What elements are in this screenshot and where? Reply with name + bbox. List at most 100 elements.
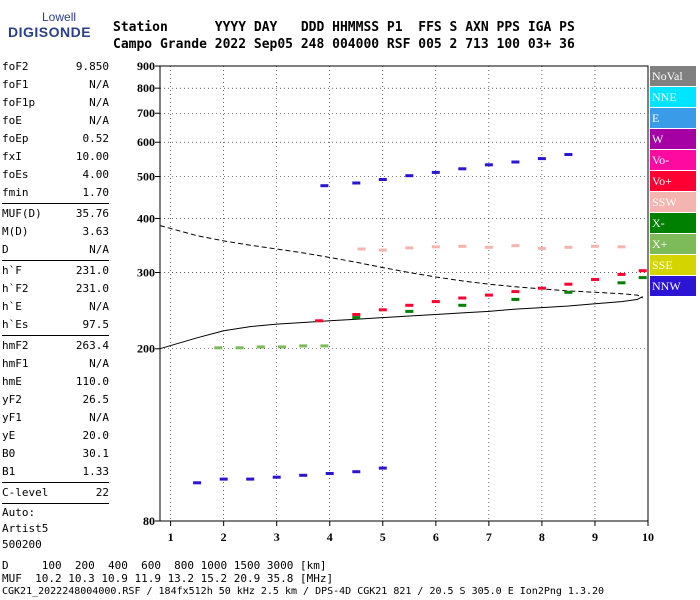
y-tick-label: 200	[137, 342, 155, 356]
footer-distance-row: D 100 200 400 600 800 1000 1500 3000 [km…	[2, 559, 327, 572]
parameter-value: 3.63	[82, 225, 110, 238]
header-line-1: Station YYYY DAY DDD HHMMSS P1 FFS S AXN…	[113, 20, 575, 35]
legend-item-nnw: NNW	[650, 276, 696, 296]
echo-point	[193, 481, 202, 485]
parameter-value: 97.5	[82, 318, 110, 331]
legend: NoVal NNE E W Vo- Vo+ SSW X- X+ SSE NNW	[650, 66, 696, 297]
parameter-value: 35.76	[75, 207, 109, 220]
parameter-name: foF2	[2, 60, 29, 73]
echo-point	[431, 300, 440, 304]
echo-trace	[214, 344, 329, 350]
echo-point	[458, 167, 467, 171]
parameter-row: foF1p N/A	[2, 94, 109, 112]
echo-point	[320, 344, 329, 348]
echo-trace	[357, 244, 626, 252]
parameter-name: C-level	[2, 486, 49, 499]
echo-point	[511, 297, 520, 301]
echo-point	[214, 346, 223, 350]
parameter-value: 231.0	[75, 264, 109, 277]
parameter-note: 500200	[2, 538, 42, 551]
echo-point	[315, 319, 324, 323]
x-tick-label: 1	[168, 530, 174, 544]
x-tick-label: 4	[327, 530, 333, 544]
echo-trace	[193, 466, 387, 485]
legend-item-x-: X+	[650, 234, 696, 254]
echo-point	[638, 276, 647, 280]
header-line-2: Campo Grande 2022 Sep05 248 004000 RSF 0…	[113, 37, 575, 52]
parameter-row: foE N/A	[2, 112, 109, 130]
parameter-value: 22	[95, 486, 109, 499]
echo-point	[352, 316, 361, 320]
parameter-name: hmF2	[2, 339, 29, 352]
echo-point	[378, 308, 387, 312]
parameter-name: foF1p	[2, 96, 36, 109]
legend-item-x-: X-	[650, 213, 696, 233]
echo-point	[511, 290, 520, 294]
parameter-value: 30.1	[82, 447, 110, 460]
echo-point	[378, 178, 387, 181]
y-tick-label: 800	[137, 81, 155, 95]
parameter-row: D N/A	[2, 241, 109, 259]
parameter-note: Auto:	[2, 506, 36, 519]
echo-point	[511, 244, 520, 248]
echo-point	[405, 303, 414, 307]
parameter-separator	[2, 260, 109, 261]
legend-item-w: W	[650, 129, 696, 149]
echo-point	[272, 475, 281, 479]
parameter-name: D	[2, 243, 9, 256]
echo-point	[591, 244, 599, 248]
echo-point	[564, 282, 573, 286]
parameter-name: foEp	[2, 132, 29, 145]
parameter-panel: foF2 9.850 foF1 N/A foF1p N/A foE N/A foEp 0.52 fx…	[2, 58, 109, 553]
parameter-row: M(D) 3.63	[2, 223, 109, 241]
parameter-row: fxI 10.00	[2, 148, 109, 166]
parameter-value: N/A	[89, 78, 109, 91]
parameter-value: N/A	[89, 96, 109, 109]
parameter-row: hmF1 N/A	[2, 355, 109, 373]
parameter-separator	[2, 203, 109, 204]
echo-point	[320, 184, 329, 188]
echo-point	[484, 293, 493, 297]
echo-trace	[315, 269, 647, 323]
parameter-row: hmE 110.0	[2, 373, 109, 391]
echo-point	[278, 345, 286, 349]
parameter-name: foF1	[2, 78, 29, 91]
echo-point	[537, 157, 546, 161]
echo-point	[357, 247, 366, 251]
echo-point	[638, 269, 647, 273]
parameter-name: hmF1	[2, 357, 29, 370]
parameter-name: yF1	[2, 411, 22, 424]
parameter-name: foEs	[2, 168, 29, 181]
parameter-name: M(D)	[2, 225, 29, 238]
x-tick-label: 5	[380, 530, 386, 544]
parameter-separator	[2, 335, 109, 336]
legend-item-nne: NNE	[650, 87, 696, 107]
echo-point	[378, 466, 387, 470]
parameter-name: yF2	[2, 393, 22, 406]
echo-point	[458, 244, 467, 248]
echo-point	[511, 160, 520, 164]
echo-point	[484, 245, 493, 249]
parameter-row: h`F 231.0	[2, 262, 109, 280]
parameter-row: foF1 N/A	[2, 76, 109, 94]
y-tick-label: 80	[143, 514, 155, 528]
parameter-value: 110.0	[75, 375, 109, 388]
x-tick-label: 9	[592, 530, 598, 544]
parameter-row: yF1 N/A	[2, 409, 109, 427]
echo-point	[431, 245, 440, 249]
y-tick-label: 500	[137, 169, 155, 183]
parameter-name: B1	[2, 465, 16, 478]
parameter-row: foEs 4.00	[2, 166, 109, 184]
parameter-row: foF2 9.850	[2, 58, 109, 76]
parameter-row: B1 1.33	[2, 463, 109, 481]
parameter-row: B0 30.1	[2, 445, 109, 463]
echo-point	[299, 473, 308, 477]
echo-point	[458, 296, 467, 300]
y-tick-label: 600	[137, 135, 155, 149]
legend-item-sse: SSE	[650, 255, 696, 275]
parameter-value: 1.70	[82, 186, 110, 199]
parameter-value: N/A	[89, 114, 109, 127]
parameter-separator	[2, 482, 109, 483]
echo-point	[564, 290, 573, 294]
